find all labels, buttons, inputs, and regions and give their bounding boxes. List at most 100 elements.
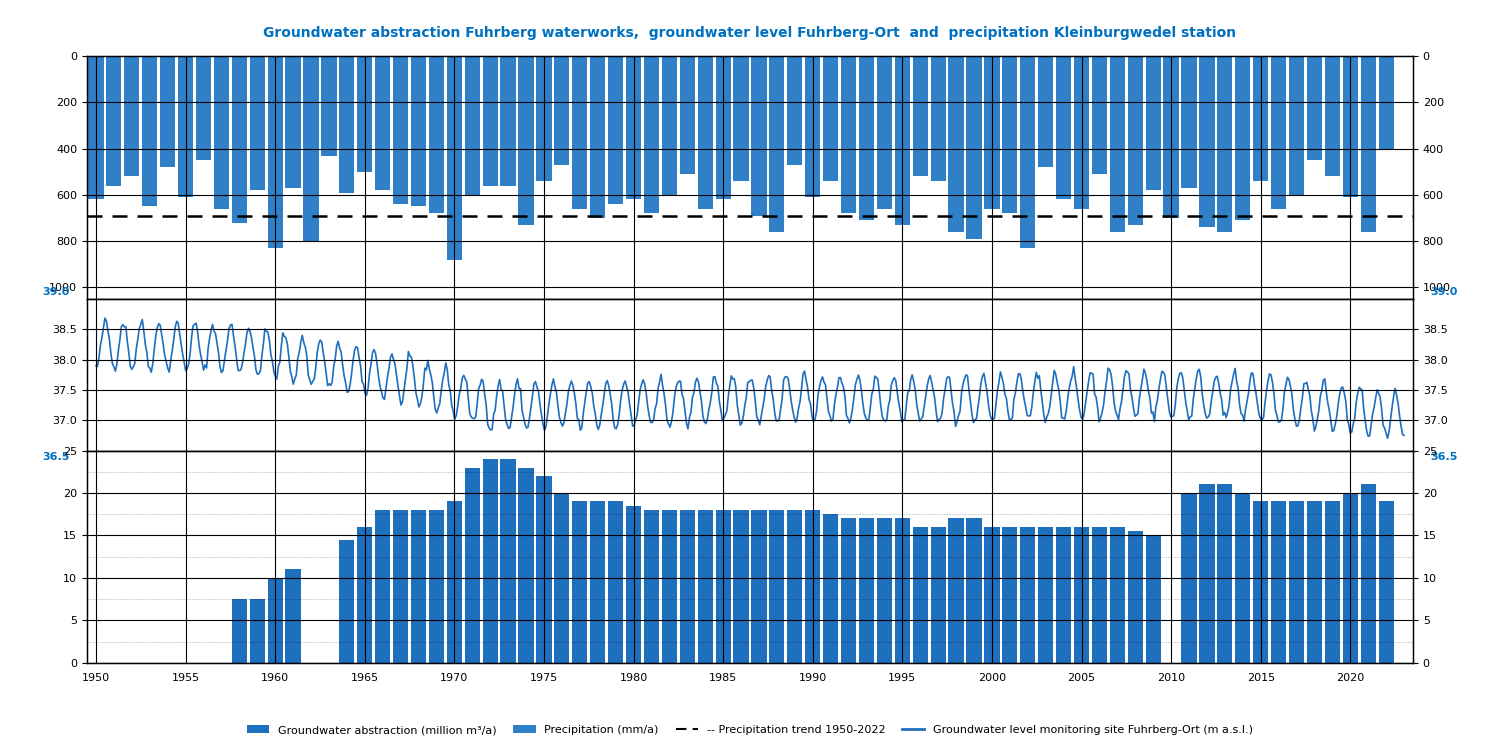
Bar	[1216, 485, 1233, 663]
Bar	[1378, 56, 1394, 148]
Bar	[285, 56, 300, 188]
Bar	[429, 510, 444, 663]
Bar	[231, 599, 248, 663]
Bar	[948, 56, 963, 232]
Bar	[966, 56, 981, 239]
Bar	[1342, 56, 1358, 197]
Bar	[1234, 56, 1251, 220]
Bar	[948, 518, 963, 663]
Bar	[1146, 536, 1161, 663]
Bar	[1146, 56, 1161, 190]
Bar	[501, 459, 516, 663]
Bar	[716, 56, 730, 199]
Bar	[842, 56, 856, 213]
Bar	[984, 527, 999, 663]
Bar	[1288, 56, 1304, 195]
Bar	[1110, 56, 1125, 232]
Bar	[572, 56, 588, 209]
Bar	[859, 56, 874, 220]
Bar	[554, 56, 570, 165]
Bar	[806, 56, 820, 197]
Bar	[357, 527, 372, 663]
Bar	[894, 56, 910, 225]
Bar	[411, 56, 426, 207]
Bar	[447, 502, 462, 663]
Bar	[716, 510, 730, 663]
Bar	[1182, 493, 1197, 663]
Bar	[608, 56, 622, 204]
Bar	[1038, 527, 1053, 663]
Bar	[249, 56, 266, 190]
Bar	[339, 540, 354, 663]
Bar	[411, 510, 426, 663]
Bar	[842, 518, 856, 663]
Bar	[878, 56, 892, 209]
Bar	[912, 527, 928, 663]
Bar	[734, 56, 748, 181]
Bar	[1252, 56, 1269, 181]
Text: 39.0: 39.0	[1430, 288, 1458, 297]
Bar	[106, 56, 122, 186]
Bar	[1306, 56, 1322, 160]
Bar	[1128, 56, 1143, 225]
Bar	[1270, 502, 1286, 663]
Bar	[537, 476, 552, 663]
Bar	[894, 518, 910, 663]
Bar	[1378, 502, 1394, 663]
Text: 36.5: 36.5	[1430, 452, 1458, 462]
Bar	[1200, 56, 1215, 227]
Bar	[321, 56, 336, 156]
Bar	[1074, 527, 1089, 663]
Bar	[375, 56, 390, 190]
Bar	[447, 56, 462, 260]
Bar	[1216, 56, 1233, 232]
Bar	[267, 578, 284, 663]
Text: 39.0: 39.0	[42, 288, 70, 297]
Bar	[806, 510, 820, 663]
Bar	[519, 467, 534, 663]
Bar	[1038, 56, 1053, 167]
Bar	[554, 493, 570, 663]
Bar	[824, 515, 839, 663]
Bar	[1128, 531, 1143, 663]
Bar	[1200, 485, 1215, 663]
Bar	[1020, 56, 1035, 248]
Bar	[1234, 493, 1251, 663]
Bar	[788, 510, 802, 663]
Bar	[285, 569, 300, 663]
Bar	[429, 56, 444, 213]
Bar	[339, 56, 354, 192]
Bar	[1056, 527, 1071, 663]
Bar	[662, 56, 676, 195]
Bar	[734, 510, 748, 663]
Bar	[501, 56, 516, 186]
Bar	[1020, 527, 1035, 663]
Bar	[1182, 56, 1197, 188]
Bar	[267, 56, 284, 248]
Bar	[519, 56, 534, 225]
Bar	[1324, 56, 1340, 176]
Bar	[124, 56, 140, 176]
Bar	[1002, 56, 1017, 213]
Bar	[698, 56, 712, 209]
Bar	[930, 56, 946, 181]
Text: 36.5: 36.5	[42, 452, 70, 462]
Bar	[1288, 502, 1304, 663]
Bar	[483, 459, 498, 663]
Bar	[680, 510, 694, 663]
Bar	[590, 56, 606, 218]
Bar	[662, 510, 676, 663]
Bar	[930, 527, 946, 663]
Bar	[608, 502, 622, 663]
Bar	[966, 518, 981, 663]
Bar	[142, 56, 158, 207]
Bar	[1360, 56, 1376, 232]
Bar	[214, 56, 230, 209]
Bar	[483, 56, 498, 186]
Bar	[88, 56, 104, 199]
Bar	[680, 56, 694, 174]
Bar	[1092, 527, 1107, 663]
Bar	[824, 56, 839, 181]
Bar	[752, 56, 766, 216]
Bar	[465, 56, 480, 195]
